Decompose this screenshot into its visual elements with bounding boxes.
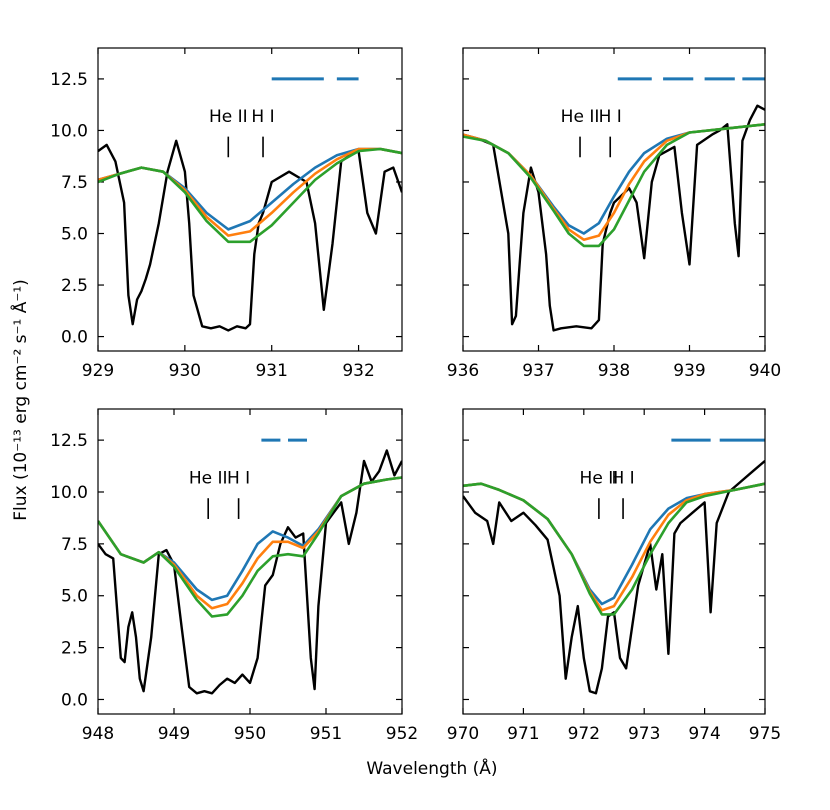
x-tick-label: 971: [507, 724, 539, 744]
panel-top-left: 0.0 2.5 5.0 7.5 10.0 12.5 929 930 931 932 He II H I: [50, 47, 403, 381]
y-tick-label: 7.5: [61, 535, 88, 555]
panel-bottom-right: 970 971 972 973 974 975 He IIH I: [447, 408, 781, 744]
panel-top-right: 936 937 938 939 940 He II H I: [447, 47, 781, 381]
model-line-3: [98, 147, 402, 244]
model-line-1: [463, 482, 765, 606]
model-line-2: [98, 147, 402, 237]
observed-spectrum-line: [463, 104, 765, 332]
line-label: He II: [189, 469, 228, 489]
model-line-1: [463, 123, 765, 235]
x-tick-label: 940: [749, 361, 781, 381]
y-axis-label: Flux (10⁻¹³ erg cm⁻² s⁻¹ Å⁻¹): [9, 279, 31, 521]
model-line-2: [463, 123, 765, 241]
model-line-1: [98, 147, 402, 231]
observed-spectrum-line: [98, 449, 402, 695]
y-tick-label: 10.0: [50, 121, 88, 141]
plot-area: [463, 438, 765, 695]
model-line-2: [98, 476, 402, 610]
x-tick-label: 952: [386, 724, 418, 744]
x-tick-label: 948: [82, 724, 114, 744]
axes-frame: [97, 47, 403, 352]
y-tick-label: 0.0: [61, 690, 88, 710]
x-tick-label: 938: [598, 361, 630, 381]
line-label: H I: [611, 469, 634, 489]
plot-area: [98, 438, 402, 695]
x-tick-label: 972: [568, 724, 600, 744]
x-tick-label: 930: [169, 361, 201, 381]
line-label: He II: [580, 469, 619, 489]
x-tick-label: 951: [310, 724, 342, 744]
y-tick-label: 12.5: [50, 431, 88, 451]
x-tick-label: 970: [447, 724, 479, 744]
model-line-3: [463, 123, 765, 248]
y-tick-label: 10.0: [50, 483, 88, 503]
x-tick-label: 929: [82, 361, 114, 381]
y-tick-label: 2.5: [61, 276, 88, 296]
model-line-3: [98, 476, 402, 618]
axes-frame: [462, 47, 766, 352]
x-tick-label: 939: [673, 361, 705, 381]
axes-frame: [97, 408, 403, 715]
line-label: He II: [561, 107, 600, 127]
x-tick-label: 950: [234, 724, 266, 744]
y-tick-label: 7.5: [61, 173, 88, 193]
model-line-2: [463, 482, 765, 612]
panel-bottom-left: 0.0 2.5 5.0 7.5 10.0 12.5 948 949 950 951 952 He II…: [50, 408, 418, 744]
y-tick-label: 5.0: [61, 225, 88, 245]
x-tick-label: 931: [255, 361, 287, 381]
x-tick-label: 949: [158, 724, 190, 744]
x-tick-label: 973: [628, 724, 660, 744]
x-tick-label: 937: [522, 361, 554, 381]
y-tick-label: 5.0: [61, 587, 88, 607]
line-label: H I: [227, 469, 250, 489]
x-tick-label: 975: [749, 724, 781, 744]
x-tick-label: 932: [342, 361, 374, 381]
model-line-3: [463, 482, 765, 616]
y-tick-label: 12.5: [50, 70, 88, 90]
x-axis-label: Wavelength (Å): [366, 757, 497, 779]
line-label: He II: [209, 107, 248, 127]
plot-area: [98, 77, 402, 332]
line-label: H I: [599, 107, 622, 127]
line-label: H I: [251, 107, 274, 127]
plot-area: [463, 77, 765, 332]
x-tick-label: 936: [447, 361, 479, 381]
axes-frame: [462, 408, 766, 715]
x-tick-label: 974: [688, 724, 720, 744]
observed-spectrum-line: [463, 459, 765, 695]
y-tick-label: 0.0: [61, 328, 88, 348]
y-tick-label: 2.5: [61, 639, 88, 659]
